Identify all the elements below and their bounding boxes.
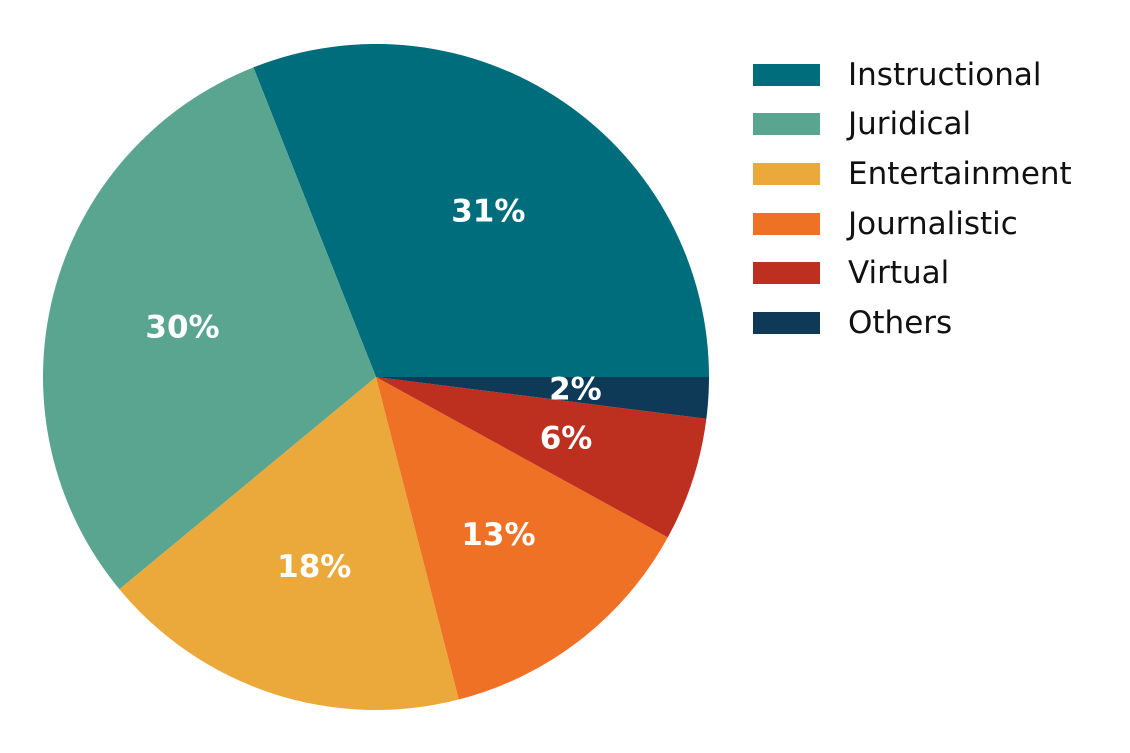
legend-item-virtual: Virtual xyxy=(753,248,1072,298)
pie-slice-juridical xyxy=(42,67,377,590)
legend-label: Virtual xyxy=(848,255,950,292)
slice-label-journalistic: 13% xyxy=(461,517,535,553)
legend-swatch xyxy=(753,162,820,185)
legend-swatch xyxy=(753,63,820,86)
legend-label: Journalistic xyxy=(848,205,1018,242)
slice-label-virtual: 6% xyxy=(540,421,593,457)
legend-label: Instructional xyxy=(848,56,1042,93)
legend: Instructional Juridical Entertainment Jo… xyxy=(753,50,1072,348)
legend-swatch xyxy=(753,262,820,285)
pie-slice-virtual xyxy=(376,377,707,538)
pie-slice-entertainment xyxy=(119,377,459,710)
pie-slices xyxy=(42,43,709,710)
slice-label-entertainment: 18% xyxy=(277,549,351,585)
legend-item-entertainment: Entertainment xyxy=(753,149,1072,199)
legend-item-others: Others xyxy=(753,298,1072,348)
legend-swatch xyxy=(753,212,820,235)
pie-slice-journalistic xyxy=(376,377,668,700)
legend-swatch xyxy=(753,311,820,334)
legend-label: Entertainment xyxy=(848,155,1072,192)
slice-label-juridical: 30% xyxy=(145,309,219,345)
legend-label: Juridical xyxy=(848,106,972,143)
pie-slice-others xyxy=(376,377,709,419)
legend-item-instructional: Instructional xyxy=(753,50,1072,100)
pie-labels: 31% 30% 18% 13% 6% 2% xyxy=(145,194,601,585)
legend-item-journalistic: Journalistic xyxy=(753,199,1072,249)
pie-slice-instructional xyxy=(253,43,709,378)
legend-swatch xyxy=(753,113,820,136)
legend-label: Others xyxy=(848,304,953,341)
slice-label-others: 2% xyxy=(549,372,602,408)
slice-label-instructional: 31% xyxy=(451,194,525,230)
legend-item-juridical: Juridical xyxy=(753,100,1072,150)
